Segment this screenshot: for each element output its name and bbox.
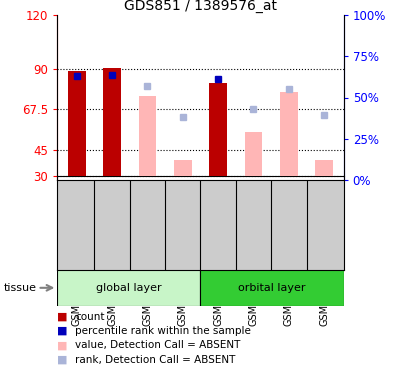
- Bar: [103, 68, 121, 176]
- Title: GDS851 / 1389576_at: GDS851 / 1389576_at: [124, 0, 277, 13]
- Bar: [174, 160, 192, 176]
- Text: ■: ■: [57, 326, 68, 336]
- Text: orbital layer: orbital layer: [238, 283, 306, 293]
- Bar: [57, 270, 201, 306]
- Bar: [209, 83, 227, 176]
- Bar: [245, 132, 262, 176]
- Bar: [68, 72, 86, 176]
- Text: count: count: [75, 312, 105, 322]
- Bar: [139, 96, 156, 176]
- Text: rank, Detection Call = ABSENT: rank, Detection Call = ABSENT: [75, 355, 235, 364]
- Text: ■: ■: [57, 312, 68, 322]
- Text: tissue: tissue: [4, 283, 37, 293]
- Bar: [201, 270, 344, 306]
- Text: ■: ■: [57, 340, 68, 350]
- Text: percentile rank within the sample: percentile rank within the sample: [75, 326, 251, 336]
- Text: value, Detection Call = ABSENT: value, Detection Call = ABSENT: [75, 340, 241, 350]
- Bar: [280, 92, 298, 176]
- Bar: [315, 160, 333, 176]
- Text: global layer: global layer: [96, 283, 162, 293]
- Text: ■: ■: [57, 355, 68, 364]
